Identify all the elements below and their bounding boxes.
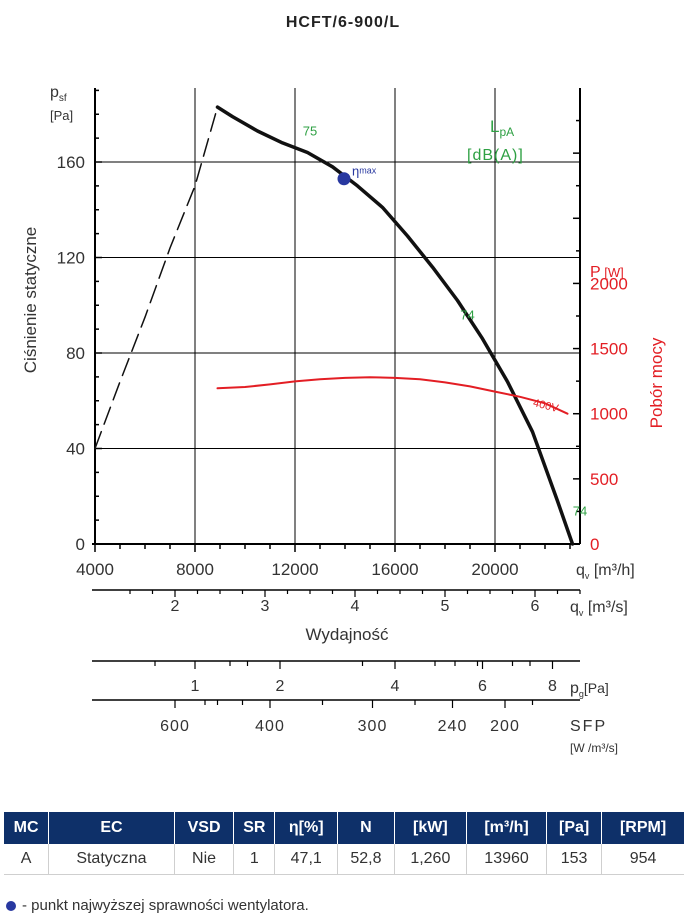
pg-scale-label: 1 — [191, 678, 200, 695]
x-tick-label-m3s: 2 — [171, 598, 180, 615]
pg-scale-label: 6 — [478, 678, 487, 695]
right-axis-symbol: P [W] — [590, 264, 624, 281]
eta-max-marker-icon — [6, 901, 16, 912]
left-tick-label: 120 — [57, 249, 85, 268]
sound-level-label: 74 — [460, 308, 474, 323]
chart-title: HCFT/6-900/L — [285, 14, 401, 31]
sfp-scale-unit: [W /m³/s] — [570, 741, 618, 755]
header-kw: [kW] — [394, 812, 467, 844]
cell-mc: A — [4, 844, 50, 875]
series-static_pressure — [215, 105, 575, 546]
eta-max-label: ηmax — [352, 164, 377, 179]
pg-scale-symbol: pg[Pa] — [570, 680, 609, 699]
footnote: - punkt najwyższej sprawności wentylator… — [6, 897, 309, 914]
header-ec: EC — [48, 812, 175, 844]
right-tick-label: 0 — [590, 535, 599, 554]
cell-ec: Statyczna — [48, 844, 175, 875]
pg-scale-label: 2 — [276, 678, 285, 695]
x-tick-label-m3h: 16000 — [371, 560, 418, 579]
sound-level-label: 74 — [573, 503, 587, 518]
lpa-symbol: LpA — [490, 117, 514, 139]
sfp-scale-label: 300 — [358, 718, 388, 735]
header-vsd: VSD — [174, 812, 235, 844]
spec-table: MC EC VSD SR η[%] N [kW] [m³/h] [Pa] [RP… — [4, 812, 684, 875]
pg-scale-label: 8 — [548, 678, 557, 695]
right-tick-label: 500 — [590, 470, 618, 489]
x-axis-symbol-m3h: qv [m³/h] — [576, 562, 635, 581]
cell-n: 52,8 — [337, 844, 395, 875]
right-axis-title: Pobór mocy — [647, 337, 666, 428]
left-axis-title: Ciśnienie statyczne — [21, 227, 40, 373]
header-rpm: [RPM] — [601, 812, 684, 844]
lpa-unit: [dB(A)] — [467, 147, 524, 164]
x-axis-title: Wydajność — [306, 625, 389, 644]
sfp-scale-label: 400 — [255, 718, 285, 735]
right-tick-label: 2000 — [590, 274, 628, 293]
footnote-text: - punkt najwyższej sprawności wentylator… — [22, 897, 309, 914]
left-tick-label: 160 — [57, 153, 85, 172]
cell-pressure: 153 — [546, 844, 603, 875]
header-pressure: [Pa] — [546, 812, 603, 844]
header-flow: [m³/h] — [466, 812, 548, 844]
left-axis-unit: [Pa] — [50, 108, 73, 123]
left-tick-label: 0 — [76, 535, 85, 554]
x-tick-label-m3h: 12000 — [271, 560, 318, 579]
series-400V — [216, 376, 569, 415]
x-tick-label-m3h: 4000 — [76, 560, 114, 579]
sfp-scale-title: SFP — [570, 718, 607, 735]
x-tick-label-m3s: 5 — [441, 598, 450, 615]
sound-level-label: 75 — [303, 124, 317, 139]
sfp-scale-label: 200 — [490, 718, 520, 735]
left-tick-label: 40 — [66, 440, 85, 459]
x-tick-label-m3s: 4 — [351, 598, 360, 615]
left-axis-symbol: psf — [50, 84, 67, 104]
header-efficiency: η[%] — [274, 812, 339, 844]
cell-efficiency: 47,1 — [274, 844, 339, 875]
x-tick-label-m3s: 3 — [261, 598, 270, 615]
x-tick-label-m3h: 8000 — [176, 560, 214, 579]
pg-scale-label: 4 — [391, 678, 400, 695]
spec-header-row: MC EC VSD SR η[%] N [kW] [m³/h] [Pa] [RP… — [4, 812, 684, 844]
right-tick-label: 1000 — [590, 405, 628, 424]
eta-max-point — [337, 172, 351, 186]
cell-sr: 1 — [233, 844, 276, 875]
header-sr: SR — [233, 812, 276, 844]
header-mc: MC — [4, 812, 50, 844]
x-tick-label-m3h: 20000 — [471, 560, 518, 579]
cell-kw: 1,260 — [394, 844, 467, 875]
series-label-400v: 400V — [532, 397, 560, 415]
sfp-scale-label: 600 — [160, 718, 190, 735]
spec-data-row: A Statyczna Nie 1 47,1 52,8 1,260 13960 … — [4, 844, 684, 875]
cell-flow: 13960 — [466, 844, 548, 875]
cell-rpm: 954 — [601, 844, 684, 875]
right-tick-label: 1500 — [590, 340, 628, 359]
series-stall_region — [94, 106, 219, 450]
sfp-scale-label: 240 — [438, 718, 468, 735]
x-axis-symbol-m3s: qv [m³/s] — [570, 599, 628, 618]
cell-vsd: Nie — [174, 844, 235, 875]
x-tick-label-m3s: 6 — [531, 598, 540, 615]
left-tick-label: 80 — [66, 344, 85, 363]
header-n: N — [337, 812, 395, 844]
